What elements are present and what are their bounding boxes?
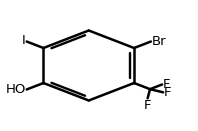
Text: HO: HO — [5, 83, 26, 96]
Text: Br: Br — [152, 35, 167, 48]
Text: I: I — [22, 34, 26, 47]
Text: F: F — [163, 78, 171, 91]
Text: F: F — [164, 86, 172, 99]
Text: F: F — [144, 99, 151, 112]
